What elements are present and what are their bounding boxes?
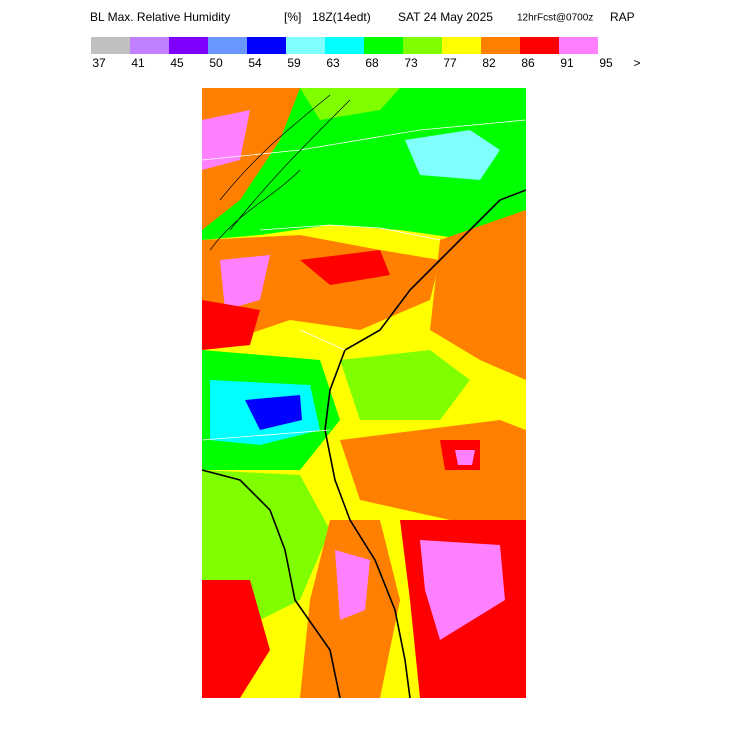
date: SAT 24 May 2025 — [398, 10, 493, 24]
legend-swatch — [403, 37, 442, 54]
legend-label: 54 — [248, 56, 262, 70]
legend-label: 91 — [560, 56, 574, 70]
legend-label: 82 — [482, 56, 496, 70]
legend-label: 86 — [521, 56, 535, 70]
legend-label: 68 — [365, 56, 379, 70]
legend-swatch — [559, 37, 598, 54]
legend-label: 45 — [170, 56, 184, 70]
forecast: 12hrFcst@0700z — [517, 13, 593, 24]
legend-swatch — [481, 37, 520, 54]
legend-swatch — [364, 37, 403, 54]
legend-swatch — [247, 37, 286, 54]
legend-label: > — [633, 56, 640, 70]
legend: 37 41 45 50 54 59 63 68 73 77 82 86 91 95 > — [91, 37, 641, 70]
legend-swatch — [442, 37, 481, 54]
unit: [%] — [284, 10, 301, 24]
valid-time: 18Z(14edt) — [312, 10, 371, 24]
legend-label: 41 — [131, 56, 145, 70]
legend-label: 50 — [209, 56, 223, 70]
legend-swatch — [325, 37, 364, 54]
legend-label: 77 — [443, 56, 457, 70]
model: RAP — [610, 10, 635, 24]
legend-label: 95 — [599, 56, 613, 70]
legend-swatch — [208, 37, 247, 54]
legend-label: 63 — [326, 56, 340, 70]
legend-swatch — [169, 37, 208, 54]
legend-swatch — [91, 37, 130, 54]
title: BL Max. Relative Humidity — [90, 10, 230, 24]
map — [202, 88, 526, 698]
legend-label: 37 — [92, 56, 106, 70]
legend-label: 59 — [287, 56, 301, 70]
legend-swatch — [520, 37, 559, 54]
legend-swatch — [286, 37, 325, 54]
legend-label: 73 — [404, 56, 418, 70]
legend-swatch — [130, 37, 169, 54]
